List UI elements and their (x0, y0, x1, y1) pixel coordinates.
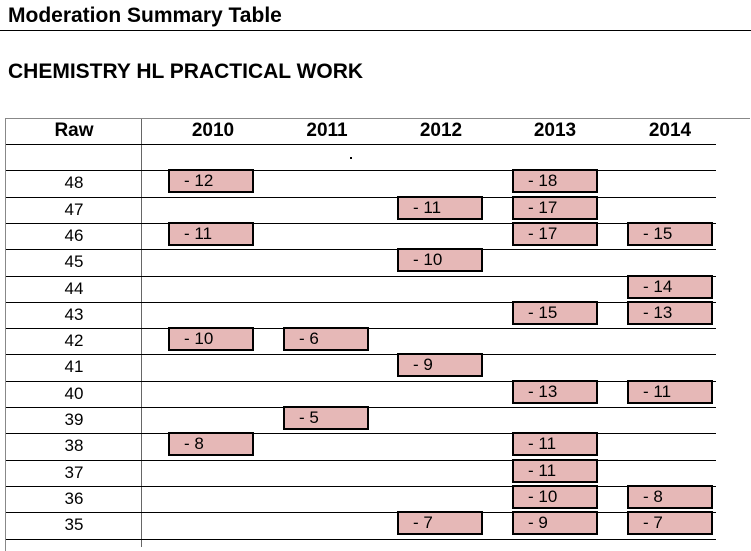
year-header-1: 2011 (306, 120, 348, 141)
raw-score-cell: 35 (64, 515, 84, 535)
title-underline (0, 30, 751, 31)
row-rule (6, 249, 716, 251)
raw-score-cell: 47 (64, 199, 84, 219)
moderation-value-box: - 13 (627, 300, 713, 325)
row-rule (6, 380, 716, 382)
moderation-value-box: - 5 (283, 406, 369, 430)
raw-score-cell: 44 (64, 278, 84, 298)
raw-score-cell: 43 (64, 304, 84, 324)
year-header-2: 2012 (419, 120, 463, 141)
row-rule (6, 275, 716, 277)
moderation-value-box: - 8 (168, 432, 254, 457)
moderation-value-box: - 11 (168, 221, 254, 246)
row-rule (6, 354, 716, 356)
moderation-value-box: - 8 (627, 484, 713, 509)
moderation-value-box: - 18 (512, 169, 598, 194)
moderation-value-box: - 12 (168, 169, 254, 194)
moderation-value-box: - 13 (512, 379, 598, 404)
raw-score-cell: 36 (64, 488, 84, 508)
section-title: CHEMISTRY HL PRACTICAL WORK (8, 60, 364, 83)
row-rule (6, 459, 716, 461)
moderation-value-box: - 15 (512, 300, 598, 325)
raw-score-cell: 46 (64, 225, 84, 245)
document-title: Moderation Summary Table (8, 4, 282, 27)
row-rule (6, 222, 716, 224)
moderation-value-box: - 7 (627, 511, 713, 536)
row-rule (6, 538, 716, 540)
moderation-value-box: - 14 (627, 274, 713, 299)
row-rule (6, 512, 716, 514)
raw-score-cell: 37 (64, 462, 84, 482)
moderation-value-box: - 15 (627, 221, 713, 246)
header-rule (6, 144, 716, 145)
year-header-0: 2010 (191, 120, 235, 141)
moderation-value-box: - 7 (397, 511, 483, 536)
year-header-3: 2013 (533, 120, 577, 141)
moderation-value-box: - 11 (627, 379, 713, 404)
row-rule (6, 433, 716, 435)
raw-score-cell: 39 (64, 410, 84, 429)
moderation-value-box: - 9 (397, 353, 483, 378)
moderation-value-box: - 6 (283, 327, 369, 352)
raw-column-divider (141, 119, 142, 547)
raw-score-cell: 42 (64, 331, 84, 351)
raw-score-cell: 41 (64, 357, 84, 377)
raw-score-cell: 48 (64, 173, 84, 193)
moderation-value-box: - 11 (512, 458, 598, 483)
row-rule (6, 301, 716, 303)
moderation-value-box: - 17 (512, 195, 598, 220)
row-rule (6, 170, 716, 172)
moderation-value-box: - 10 (512, 484, 598, 509)
moderation-value-box: - 10 (397, 248, 483, 273)
moderation-value-box: - 17 (512, 221, 598, 246)
raw-score-cell: 40 (64, 383, 84, 403)
raw-header: Raw (54, 120, 94, 141)
stray-dot (350, 157, 352, 159)
raw-score-cell: 38 (64, 436, 84, 456)
moderation-value-box: - 11 (512, 432, 598, 457)
moderation-value-box: - 10 (168, 327, 254, 352)
raw-score-cell: 45 (64, 252, 84, 272)
moderation-value-box: - 9 (512, 511, 598, 536)
moderation-value-box: - 11 (397, 195, 483, 220)
table-frame (5, 118, 750, 551)
year-header-4: 2014 (648, 120, 692, 141)
row-rule (6, 485, 716, 487)
row-rule (6, 196, 716, 198)
